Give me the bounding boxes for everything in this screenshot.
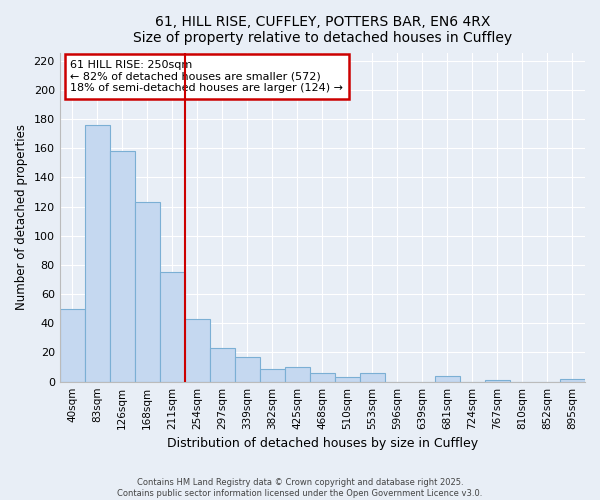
Bar (135, 202, 160, 382)
Bar (285, 367, 310, 382)
Bar (435, 376, 460, 382)
Bar (235, 357, 260, 382)
Bar (260, 368, 285, 382)
Bar (310, 373, 335, 382)
Y-axis label: Number of detached properties: Number of detached properties (15, 124, 28, 310)
Bar (59, 308, 85, 382)
Text: Contains HM Land Registry data © Crown copyright and database right 2025.
Contai: Contains HM Land Registry data © Crown c… (118, 478, 482, 498)
Bar (110, 151, 135, 382)
Bar (160, 272, 185, 382)
Bar (85, 125, 110, 382)
Bar (560, 379, 585, 382)
Title: 61, HILL RISE, CUFFLEY, POTTERS BAR, EN6 4RX
Size of property relative to detach: 61, HILL RISE, CUFFLEY, POTTERS BAR, EN6… (133, 15, 512, 45)
Bar (485, 380, 510, 382)
Bar (185, 319, 210, 382)
X-axis label: Distribution of detached houses by size in Cuffley: Distribution of detached houses by size … (167, 437, 478, 450)
Bar (360, 373, 385, 382)
Text: 61 HILL RISE: 250sqm
← 82% of detached houses are smaller (572)
18% of semi-deta: 61 HILL RISE: 250sqm ← 82% of detached h… (70, 60, 343, 93)
Bar (335, 378, 360, 382)
Bar (210, 348, 235, 382)
